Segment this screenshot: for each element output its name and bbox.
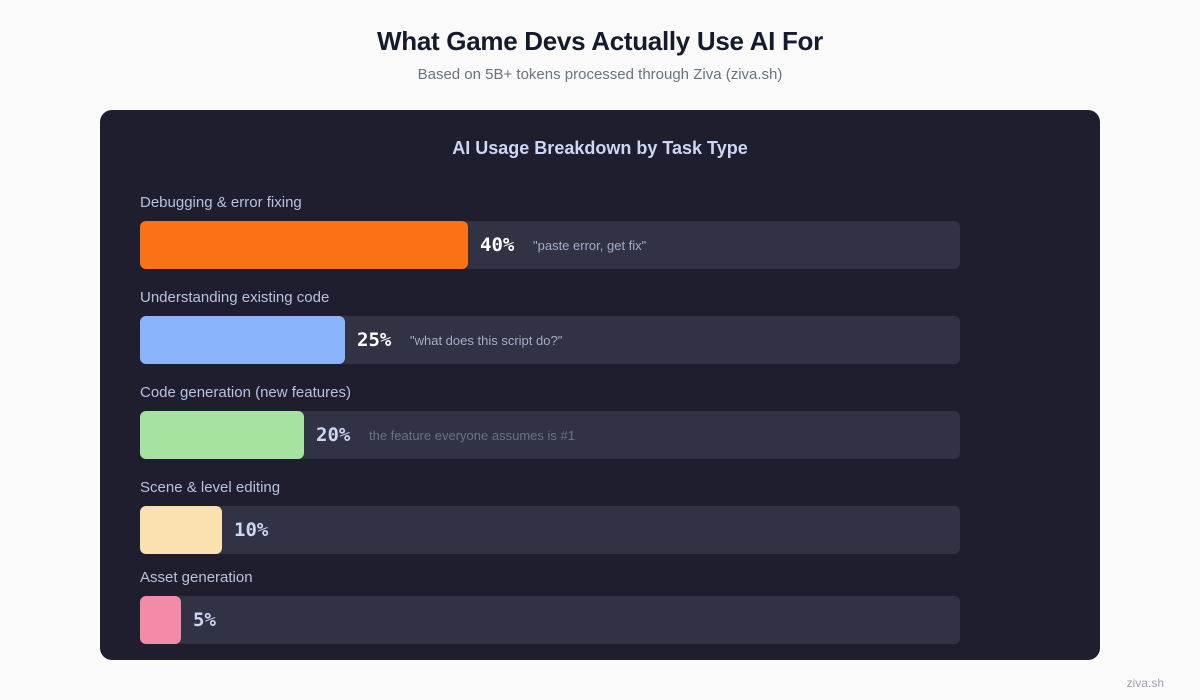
bar-track: 5% bbox=[140, 596, 960, 644]
bar bbox=[140, 221, 468, 269]
bar bbox=[140, 411, 304, 459]
bar-value-label: 10% bbox=[234, 519, 269, 541]
bar-label: Debugging & error fixing bbox=[140, 194, 302, 211]
bar-label: Scene & level editing bbox=[140, 479, 281, 496]
page-title: What Game Devs Actually Use AI For bbox=[377, 26, 823, 56]
bar-label: Understanding existing code bbox=[140, 289, 330, 306]
page-subtitle: Based on 5B+ tokens processed through Zi… bbox=[417, 66, 783, 83]
bar bbox=[140, 596, 181, 644]
bar-value-label: 5% bbox=[193, 609, 216, 631]
bar-track: 40% "paste error, get fix" bbox=[140, 221, 960, 269]
bar-annotation: "what does this script do?" bbox=[410, 333, 563, 348]
chart-card: AI Usage Breakdown by Task Type Debuggin… bbox=[100, 110, 1100, 660]
bar bbox=[140, 506, 222, 554]
chart-title: AI Usage Breakdown by Task Type bbox=[452, 138, 748, 158]
bar-annotation: the feature everyone assumes is #1 bbox=[369, 428, 575, 443]
bar bbox=[140, 316, 345, 364]
bar-value-label: 20% bbox=[316, 424, 351, 446]
bar-annotation: "paste error, get fix" bbox=[533, 238, 647, 253]
bar-track: 10% bbox=[140, 506, 960, 554]
bar-label: Asset generation bbox=[140, 569, 253, 586]
bar-track: 20% the feature everyone assumes is #1 bbox=[140, 411, 960, 459]
bar-track: 25% "what does this script do?" bbox=[140, 316, 960, 364]
bar-label: Code generation (new features) bbox=[140, 384, 351, 401]
bar-value-label: 25% bbox=[357, 329, 392, 351]
footer-brand: ziva.sh bbox=[1126, 676, 1164, 690]
bar-value-label: 40% bbox=[480, 234, 515, 256]
